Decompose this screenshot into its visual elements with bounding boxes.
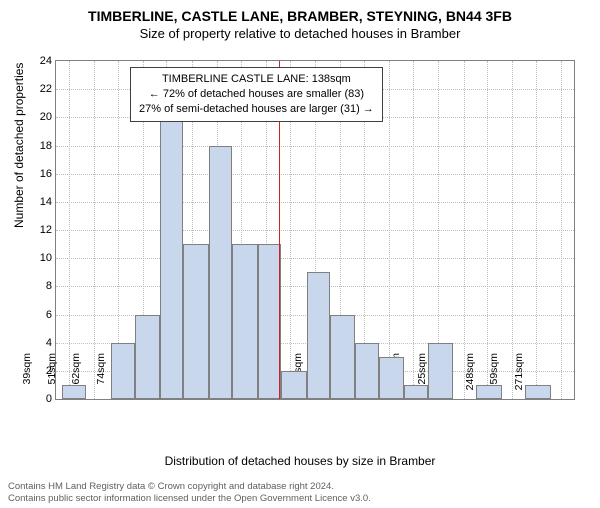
histogram-bar (379, 357, 404, 399)
histogram-bar (258, 244, 281, 399)
y-tick-label: 18 (24, 140, 52, 152)
y-tick-label: 4 (24, 337, 52, 349)
histogram-bar (209, 146, 232, 400)
x-tick-label: 248sqm (464, 353, 476, 403)
footer-line2: Contains public sector information licen… (8, 493, 371, 504)
y-tick-label: 10 (24, 252, 52, 264)
x-tick-label: 74sqm (95, 353, 107, 403)
y-tick-label: 12 (24, 224, 52, 236)
x-axis-label: Distribution of detached houses by size … (0, 454, 600, 468)
y-tick-label: 16 (24, 168, 52, 180)
grid-line-v (464, 61, 465, 399)
histogram-bar (281, 371, 306, 399)
histogram-bar (160, 117, 183, 399)
grid-line-v (94, 61, 95, 399)
chart-title: TIMBERLINE, CASTLE LANE, BRAMBER, STEYNI… (0, 8, 600, 24)
x-tick-label: 51sqm (46, 353, 58, 403)
grid-line-v (69, 61, 70, 399)
grid-line-v (487, 61, 488, 399)
y-tick-label: 20 (24, 111, 52, 123)
histogram-bar (330, 315, 355, 400)
histogram-bar (525, 385, 550, 399)
histogram-bar (476, 385, 501, 399)
chart-subtitle: Size of property relative to detached ho… (0, 26, 600, 41)
histogram-bar (404, 385, 427, 399)
histogram-bar (355, 343, 378, 399)
footer-line1: Contains HM Land Registry data © Crown c… (8, 481, 371, 492)
y-tick-label: 14 (24, 196, 52, 208)
annotation-line2: ← 72% of detached houses are smaller (83… (139, 87, 374, 102)
footer-attribution: Contains HM Land Registry data © Crown c… (8, 481, 371, 504)
grid-line-v (512, 61, 513, 399)
histogram-bar (232, 244, 257, 399)
y-tick-label: 24 (24, 55, 52, 67)
x-tick-label: 39sqm (21, 353, 33, 403)
grid-line-v (561, 61, 562, 399)
annotation-line1: TIMBERLINE CASTLE LANE: 138sqm (139, 72, 374, 87)
x-tick-label: 271sqm (513, 353, 525, 403)
grid-line-v (413, 61, 414, 399)
y-tick-label: 6 (24, 309, 52, 321)
grid-line-v (389, 61, 390, 399)
annotation-line3: 27% of semi-detached houses are larger (… (139, 102, 374, 117)
y-tick-label: 8 (24, 280, 52, 292)
histogram-bar (307, 272, 330, 399)
histogram-bar (183, 244, 208, 399)
histogram-bar (111, 343, 134, 399)
histogram-bar (428, 343, 453, 399)
marker-annotation: TIMBERLINE CASTLE LANE: 138sqm ← 72% of … (130, 67, 383, 122)
y-tick-label: 22 (24, 83, 52, 95)
histogram-bar (62, 385, 85, 399)
grid-line-v (536, 61, 537, 399)
chart-plot-area: 02468101214161820222439sqm51sqm62sqm74sq… (55, 60, 575, 400)
histogram-bar (135, 315, 160, 400)
